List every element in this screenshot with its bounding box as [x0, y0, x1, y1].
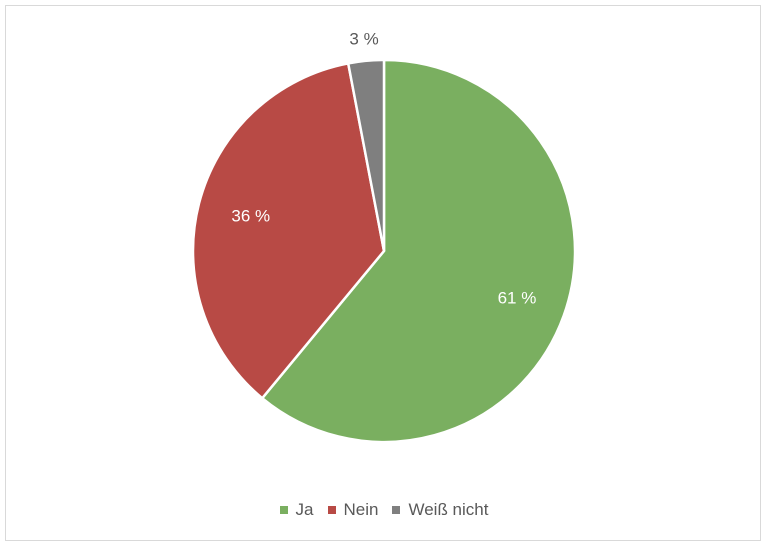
legend-label-weiss-nicht: Weiß nicht: [408, 500, 489, 519]
legend: Ja Nein Weiß nicht: [0, 500, 768, 520]
legend-label-ja: Ja: [295, 500, 314, 519]
legend-item-ja: Ja: [279, 500, 314, 520]
legend-item-weiss-nicht: Weiß nicht: [392, 500, 488, 520]
pie-slice-nein: [191, 62, 386, 400]
legend-swatch-weiss-nicht: [392, 506, 401, 514]
data-label-wei-nicht: 3 %: [349, 29, 378, 48]
legend-item-nein: Nein: [327, 500, 379, 520]
data-label-ja: 61 %: [498, 288, 537, 307]
data-label-nein: 36 %: [231, 206, 270, 225]
pie-slice-ja: [261, 58, 577, 444]
pie-slice-wei-nicht: [346, 58, 386, 253]
legend-swatch-ja: [279, 506, 288, 514]
legend-label-nein: Nein: [343, 500, 379, 519]
legend-swatch-nein: [327, 506, 336, 514]
